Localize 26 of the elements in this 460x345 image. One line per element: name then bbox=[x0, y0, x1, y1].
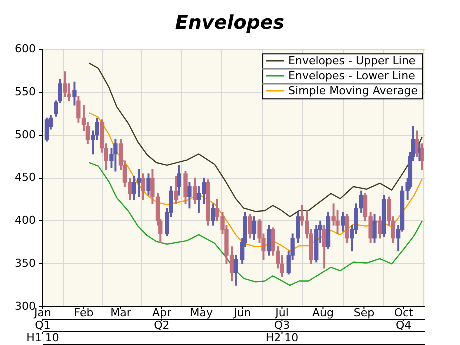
y-tick-label: 350 bbox=[14, 256, 36, 270]
legend-label: Simple Moving Average bbox=[288, 84, 418, 98]
chart-title: Envelopes bbox=[174, 11, 286, 36]
y-tick-label: 500 bbox=[14, 128, 36, 142]
x2-tick-label: Q3 bbox=[274, 319, 290, 332]
x-tick-label: Oct bbox=[394, 306, 414, 320]
y-tick-label: 300 bbox=[14, 300, 36, 313]
x2-tick-label: Q4 bbox=[396, 319, 412, 332]
x-tick-label: Aug bbox=[312, 306, 334, 320]
legend-label: Envelopes - Upper Line bbox=[288, 54, 416, 68]
text: H2 10 bbox=[266, 332, 299, 345]
x2-tick-label: Q1 bbox=[35, 319, 51, 332]
x2-tick-label: Q2 bbox=[154, 319, 170, 332]
x-tick-label: Jun bbox=[232, 306, 252, 320]
text: H1 10 bbox=[26, 332, 60, 345]
legend-label: Envelopes - Lower Line bbox=[288, 69, 416, 82]
x-tick-label: May bbox=[190, 306, 214, 320]
y-tick-label: 600 bbox=[14, 42, 36, 56]
y-tick-label: 550 bbox=[14, 85, 36, 98]
y-tick-label: 400 bbox=[14, 214, 36, 228]
x-tick-label: Feb bbox=[74, 306, 94, 320]
x-tick-label: Apr bbox=[152, 306, 172, 320]
x-tick-label: Jul bbox=[274, 306, 289, 320]
x-tick-label: Sep bbox=[354, 306, 375, 320]
y-tick-label: 450 bbox=[14, 171, 36, 184]
x-tick-label: Mar bbox=[110, 306, 132, 320]
